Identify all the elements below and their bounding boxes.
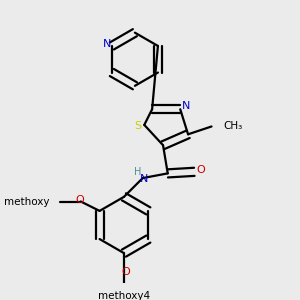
Text: S: S <box>134 122 141 131</box>
Text: N: N <box>103 39 111 50</box>
Text: N: N <box>140 174 148 184</box>
Text: N: N <box>182 100 191 110</box>
Text: O: O <box>121 267 130 277</box>
Text: methoxy4: methoxy4 <box>98 291 150 300</box>
Text: O: O <box>76 195 85 205</box>
Text: CH₃: CH₃ <box>224 122 243 131</box>
Text: O: O <box>197 165 206 175</box>
Text: H: H <box>134 167 142 177</box>
Text: methoxy: methoxy <box>4 196 50 206</box>
